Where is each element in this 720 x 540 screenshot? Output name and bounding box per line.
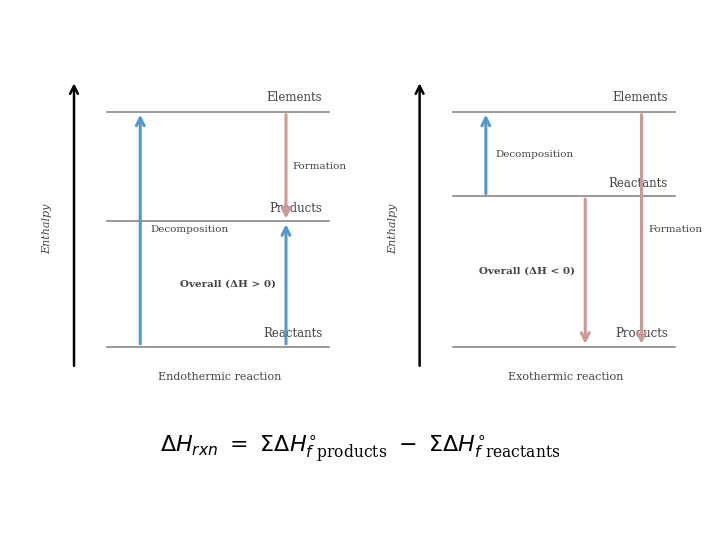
Text: Enthalpy of Reaction: Enthalpy of Reaction: [212, 19, 508, 46]
Text: Endothermic reaction: Endothermic reaction: [158, 372, 282, 382]
Text: Enthalpy: Enthalpy: [42, 204, 53, 254]
Text: Elements: Elements: [267, 91, 323, 104]
Text: Enthalpy: Enthalpy: [388, 204, 398, 254]
Text: Decomposition: Decomposition: [496, 150, 574, 159]
Text: Formation: Formation: [292, 162, 347, 171]
Text: Overall (ΔH < 0): Overall (ΔH < 0): [480, 267, 575, 276]
Text: Decomposition: Decomposition: [150, 225, 228, 234]
Text: Overall (ΔH > 0): Overall (ΔH > 0): [180, 280, 276, 288]
Text: Exothermic reaction: Exothermic reaction: [508, 372, 623, 382]
Text: $\Delta H_{rxn}\ =\ \Sigma\Delta H^{\circ}_{f\ \mathregular{products}}\ -\ \Sigm: $\Delta H_{rxn}\ =\ \Sigma\Delta H^{\cir…: [160, 434, 560, 465]
Text: Formation: Formation: [648, 225, 702, 234]
Text: Products: Products: [615, 327, 668, 340]
Text: Products: Products: [269, 202, 323, 215]
Text: Reactants: Reactants: [264, 327, 323, 340]
Text: Reactants: Reactants: [609, 177, 668, 190]
Text: Elements: Elements: [613, 91, 668, 104]
